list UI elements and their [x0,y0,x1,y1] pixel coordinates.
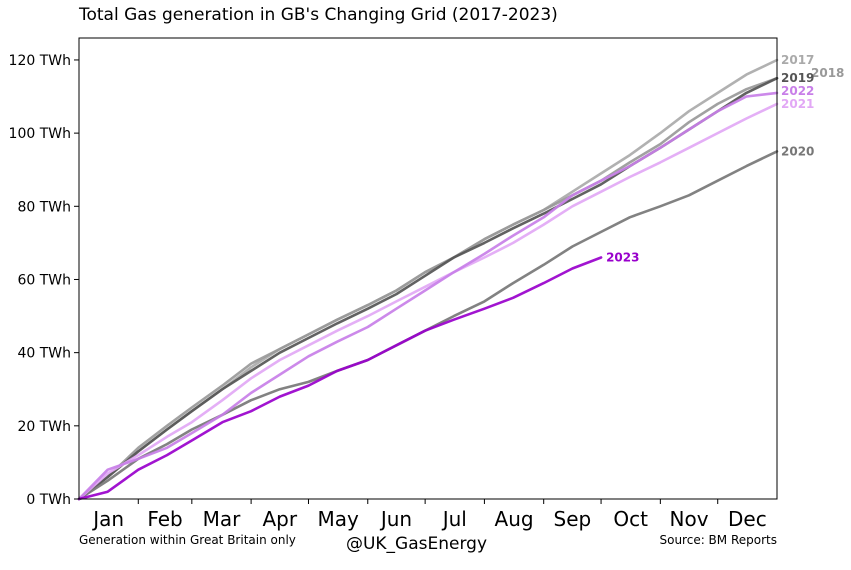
x-tick-label-apr: Apr [262,507,297,531]
x-tick-label-jan: Jan [91,507,124,531]
series-label-2017: 2017 [781,53,814,67]
series-label-2019: 2019 [781,71,814,85]
y-tick-label-80: 80 TWh [17,199,71,215]
series-label-2023: 2023 [606,251,639,265]
x-tick-label-jun: Jun [379,507,412,531]
series-line-2021 [77,102,779,501]
series-line-2018 [77,76,779,501]
y-tick-label-60: 60 TWh [17,272,71,288]
y-tick-label-120: 120 TWh [9,53,71,69]
footnote-source: Source: BM Reports [659,533,777,547]
footnote-scope: Generation within Great Britain only [79,533,296,547]
series-label-2022: 2022 [781,84,814,98]
y-tick-label-20: 20 TWh [17,419,71,435]
series-label-2018: 2018 [811,66,844,80]
x-tick-label-nov: Nov [670,507,709,531]
footnote-handle: @UK_GasEnergy [0,534,851,554]
x-tick-label-jul: Jul [441,507,467,531]
x-tick-label-dec: Dec [728,507,767,531]
chart-title: Total Gas generation in GB's Changing Gr… [79,5,558,25]
series-line-2023 [77,256,603,501]
x-tick-label-may: May [317,507,359,531]
x-tick-label-oct: Oct [613,507,648,531]
series-label-2021: 2021 [781,97,814,111]
y-tick-label-40: 40 TWh [17,346,71,362]
x-tick-label-sep: Sep [554,507,592,531]
y-tick-label-100: 100 TWh [9,126,71,142]
series-line-2022 [77,91,779,501]
x-tick-label-feb: Feb [147,507,182,531]
x-tick-label-mar: Mar [203,507,242,531]
plot-frame [78,37,778,500]
y-tick-label-0: 0 TWh [26,492,71,508]
x-tick-label-aug: Aug [495,507,534,531]
series-label-2020: 2020 [781,144,814,158]
series-line-2020 [77,150,779,501]
handle-text: @UK_GasEnergy [345,534,488,554]
